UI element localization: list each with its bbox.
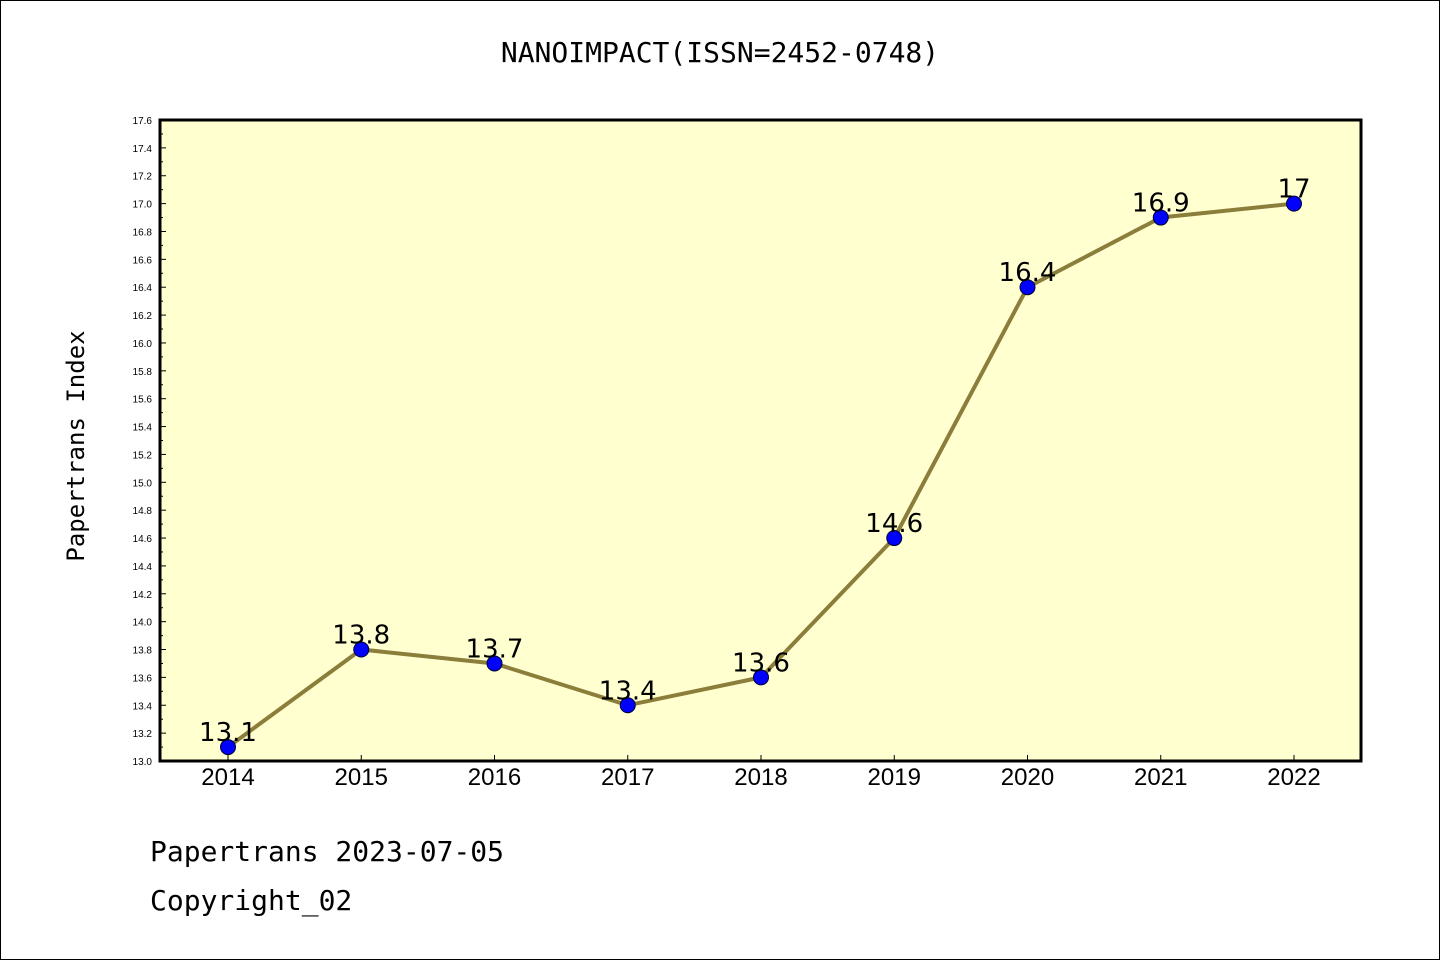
y-tick-label: 17.2 bbox=[133, 172, 153, 183]
y-tick-label: 13.4 bbox=[133, 701, 153, 712]
data-markers bbox=[220, 195, 1302, 756]
y-axis-title: Papertrans Index bbox=[62, 330, 90, 561]
chart-title: NANOIMPACT(ISSN=2452-0748) bbox=[500, 36, 940, 69]
y-tick-label: 15.4 bbox=[133, 423, 153, 434]
y-tick-label: 15.8 bbox=[133, 367, 153, 378]
x-tick-label: 2019 bbox=[868, 764, 921, 791]
y-tick-label: 13.8 bbox=[133, 646, 153, 657]
data-point bbox=[220, 739, 236, 756]
data-point bbox=[486, 655, 503, 672]
data-label: 17 bbox=[1277, 175, 1310, 205]
x-tick-label: 2017 bbox=[601, 764, 654, 791]
x-tick-label: 2014 bbox=[201, 764, 254, 791]
y-tick-label: 15.6 bbox=[133, 395, 153, 406]
data-labels: 13.1 13.8 13.7 13.4 13.6 14.6 16.4 16.9 17 bbox=[199, 175, 1310, 748]
y-tick-label: 15.2 bbox=[133, 450, 153, 461]
data-label: 13.8 bbox=[332, 621, 390, 651]
data-point bbox=[619, 697, 636, 714]
y-tick-label: 16.4 bbox=[133, 283, 153, 294]
y-tick-label: 17.4 bbox=[133, 144, 153, 155]
y-tick-label: 14.8 bbox=[133, 506, 153, 517]
y-tick-label: 13.6 bbox=[133, 673, 153, 684]
data-label: 13.7 bbox=[466, 634, 524, 664]
data-point bbox=[886, 530, 903, 547]
y-tick-label: 14.2 bbox=[133, 590, 153, 601]
data-point bbox=[753, 669, 769, 686]
x-tick-label: 2022 bbox=[1267, 764, 1320, 791]
x-tick-label: 2020 bbox=[1001, 764, 1054, 791]
data-label: 13.4 bbox=[599, 676, 657, 706]
y-tick-label: 15.0 bbox=[133, 478, 153, 489]
y-tick-label: 16.0 bbox=[133, 339, 153, 350]
x-tick-label: 2021 bbox=[1134, 764, 1187, 791]
data-label: 13.1 bbox=[199, 718, 257, 748]
y-tick-label: 14.0 bbox=[133, 618, 153, 629]
x-tick-label: 2018 bbox=[734, 764, 787, 791]
y-tick-label: 13.0 bbox=[133, 757, 153, 768]
y-tick-label: 13.2 bbox=[133, 729, 153, 740]
data-point bbox=[353, 641, 370, 658]
x-tick-label: 2015 bbox=[335, 764, 388, 791]
data-label: 16.9 bbox=[1132, 189, 1190, 219]
y-tick-label: 16.6 bbox=[133, 255, 153, 266]
data-label: 13.6 bbox=[732, 648, 790, 678]
data-point bbox=[1019, 279, 1036, 296]
footer-copyright: Copyright_02 bbox=[150, 884, 353, 917]
x-axis: 2014 2015 2016 2017 2018 2019 2020 2021 2022 bbox=[201, 755, 1321, 791]
y-tick-label: 17.0 bbox=[133, 200, 153, 211]
data-point bbox=[1286, 195, 1302, 212]
data-label: 16.4 bbox=[999, 258, 1057, 288]
data-point bbox=[1152, 209, 1169, 226]
y-tick-label: 17.6 bbox=[133, 116, 153, 127]
y-tick-label: 16.2 bbox=[133, 311, 153, 322]
y-tick-label: 16.8 bbox=[133, 227, 153, 238]
footer-source-date: Papertrans 2023-07-05 bbox=[150, 835, 505, 868]
data-label: 14.6 bbox=[865, 509, 923, 539]
y-tick-label: 14.4 bbox=[133, 562, 153, 573]
y-axis: 13.0 13.2 13.4 13.6 13.8 14.0 14.2 14.4 14.6 14.8… bbox=[133, 116, 166, 768]
y-tick-label: 14.6 bbox=[133, 534, 153, 545]
x-tick-label: 2016 bbox=[468, 764, 521, 791]
